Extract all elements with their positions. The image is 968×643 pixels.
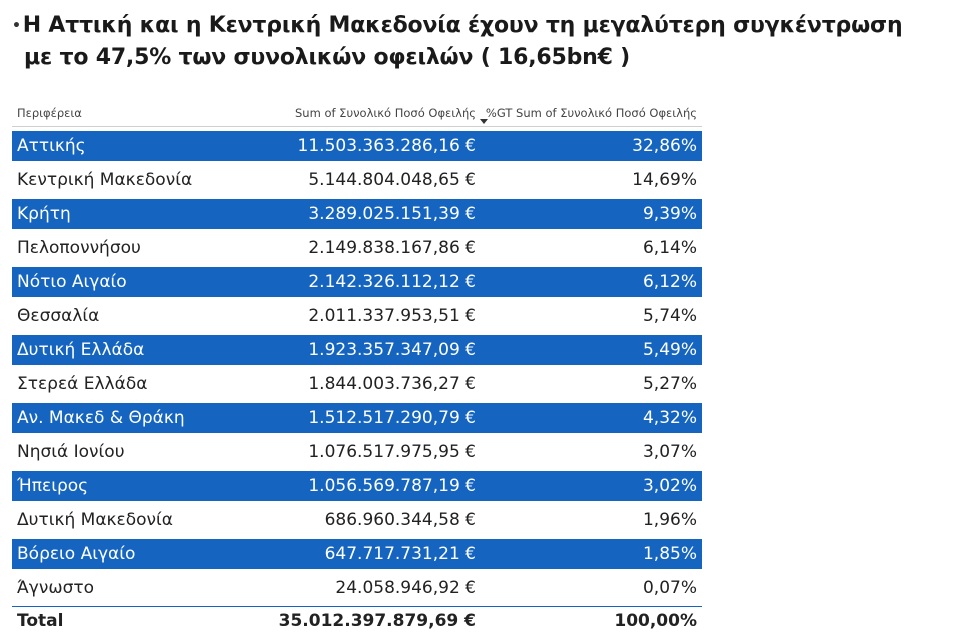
row-sum: 1.512.517.290,79 € — [242, 408, 482, 428]
row-pct: 1,85% — [642, 544, 697, 564]
row-sum: 1.056.569.787,19 € — [242, 476, 482, 496]
header-pct[interactable]: %GT Sum of Συνολικό Ποσό Οφειλής — [485, 106, 697, 120]
row-region: Αττικής — [17, 136, 86, 156]
page-title: •Η Αττική και η Κεντρική Μακεδονία έχουν… — [12, 10, 962, 74]
row-region: Ήπειρος — [17, 476, 89, 496]
table-row[interactable]: Νότιο Αιγαίο 2.142.326.112,12 € 6,12% — [12, 267, 702, 297]
header-sum[interactable]: Sum of Συνολικό Ποσό Οφειλής — [295, 106, 476, 120]
table-row[interactable]: Κεντρική Μακεδονία 5.144.804.048,65 € 14,6… — [12, 165, 702, 195]
row-sum: 11.503.363.286,16 € — [242, 136, 482, 156]
row-sum: 647.717.731,21 € — [242, 544, 482, 564]
table-row[interactable]: Νησιά Ιονίου 1.076.517.975,95 € 3,07% — [12, 437, 702, 467]
row-pct: 5,27% — [642, 374, 697, 394]
row-region: Δυτική Ελλάδα — [17, 340, 145, 360]
row-sum: 2.011.337.953,51 € — [308, 306, 476, 326]
table-row[interactable]: Ήπειρος 1.056.569.787,19 € 3,02% — [12, 471, 702, 501]
data-table: Περιφέρεια Sum of Συνολικό Ποσό Οφειλής … — [12, 100, 702, 635]
table-row[interactable]: Θεσσαλία 2.011.337.953,51 € 5,74% — [12, 301, 702, 331]
row-pct: 5,49% — [642, 340, 697, 360]
table-header: Περιφέρεια Sum of Συνολικό Ποσό Οφειλής … — [12, 100, 702, 127]
row-pct: 5,74% — [642, 306, 697, 326]
row-pct: 3,02% — [642, 476, 697, 496]
row-region: Δυτική Μακεδονία — [17, 510, 173, 530]
row-pct: 6,12% — [642, 272, 697, 292]
title-line-2: με το 47,5% των συνολικών οφειλών ( 16,6… — [24, 45, 631, 70]
row-sum: 686.960.344,58 € — [324, 510, 476, 530]
table-row[interactable]: Δυτική Μακεδονία 686.960.344,58 € 1,96% — [12, 505, 702, 535]
row-sum: 24.058.946,92 € — [335, 578, 476, 598]
row-pct: 6,14% — [642, 238, 697, 258]
table-row[interactable]: Αττικής 11.503.363.286,16 € 32,86% — [12, 131, 702, 161]
row-pct: 1,96% — [642, 510, 697, 530]
total-sum: 35.012.397.879,69 € — [278, 611, 476, 631]
table-row[interactable]: Βόρειο Αιγαίο 647.717.731,21 € 1,85% — [12, 539, 702, 569]
row-sum: 5.144.804.048,65 € — [308, 170, 476, 190]
sort-descending-icon[interactable] — [480, 119, 488, 124]
row-sum: 1.076.517.975,95 € — [308, 442, 476, 462]
row-pct: 14,69% — [632, 170, 697, 190]
row-region: Κεντρική Μακεδονία — [17, 170, 193, 190]
total-row: Total 35.012.397.879,69 € 100,00% — [12, 606, 702, 635]
row-region: Νότιο Αιγαίο — [17, 272, 127, 292]
row-sum: 2.142.326.112,12 € — [242, 272, 482, 292]
row-sum: 2.149.838.167,86 € — [308, 238, 476, 258]
total-label: Total — [17, 611, 64, 631]
table-body: Αττικής 11.503.363.286,16 € 32,86% Κεντρική… — [12, 131, 702, 603]
row-sum: 1.923.357.347,09 € — [242, 340, 482, 360]
row-region: Αν. Μακεδ & Θράκη — [17, 408, 185, 428]
total-pct: 100,00% — [614, 611, 697, 631]
row-pct: 9,39% — [642, 204, 697, 224]
row-pct: 4,32% — [642, 408, 697, 428]
row-region: Άγνωστο — [17, 578, 94, 598]
table-row[interactable]: Δυτική Ελλάδα 1.923.357.347,09 € 5,49% — [12, 335, 702, 365]
table-row[interactable]: Στερεά Ελλάδα 1.844.003.736,27 € 5,27% — [12, 369, 702, 399]
row-pct: 3,07% — [642, 442, 697, 462]
row-region: Κρήτη — [17, 204, 71, 224]
row-region: Νησιά Ιονίου — [17, 442, 125, 462]
table-row[interactable]: Αν. Μακεδ & Θράκη 1.512.517.290,79 € 4,32% — [12, 403, 702, 433]
row-pct: 0,07% — [642, 578, 697, 598]
row-pct: 32,86% — [632, 136, 697, 156]
row-sum: 1.844.003.736,27 € — [308, 374, 476, 394]
table-row[interactable]: Κρήτη 3.289.025.151,39 € 9,39% — [12, 199, 702, 229]
row-region: Στερεά Ελλάδα — [17, 374, 148, 394]
title-line-1: Η Αττική και η Κεντρική Μακεδονία έχουν … — [22, 13, 903, 38]
table-row[interactable]: Πελοποννήσου 2.149.838.167,86 € 6,14% — [12, 233, 702, 263]
bullet-icon: • — [12, 18, 21, 34]
row-region: Βόρειο Αιγαίο — [17, 544, 136, 564]
row-region: Θεσσαλία — [17, 306, 100, 326]
table-row[interactable]: Άγνωστο 24.058.946,92 € 0,07% — [12, 573, 702, 603]
row-sum: 3.289.025.151,39 € — [242, 204, 482, 224]
row-region: Πελοποννήσου — [17, 238, 141, 258]
header-region[interactable]: Περιφέρεια — [17, 106, 82, 120]
